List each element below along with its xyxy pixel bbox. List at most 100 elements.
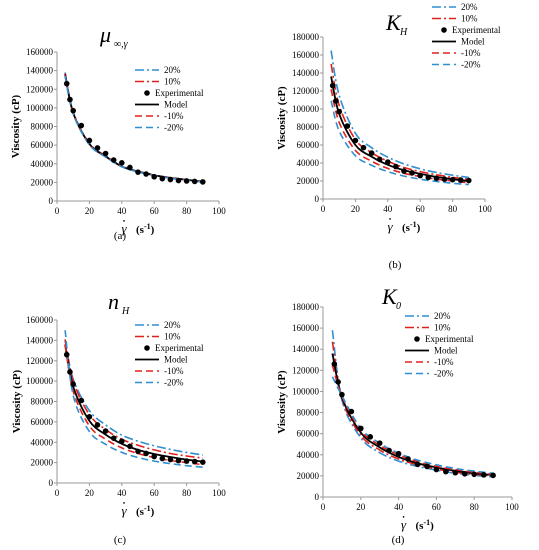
experimental-point xyxy=(167,456,174,463)
series-line-Model xyxy=(331,353,494,476)
experimental-point xyxy=(352,137,359,144)
series-line-minus20pct xyxy=(330,100,469,186)
experimental-point xyxy=(395,450,402,457)
y-tick-label: 120000 xyxy=(26,84,54,94)
x-tick-label: 80 xyxy=(182,488,192,498)
legend-label: -20% xyxy=(164,378,184,388)
experimental-point xyxy=(200,459,206,465)
y-tick-label: 80000 xyxy=(31,397,54,407)
legend-label: Model xyxy=(461,37,485,47)
experimental-point xyxy=(70,107,76,114)
experimental-point xyxy=(143,171,149,177)
series-line-10pct xyxy=(331,341,494,477)
legend-label: 20% xyxy=(164,320,181,330)
legend-label: 20% xyxy=(461,2,478,12)
y-tick-label: 180000 xyxy=(292,302,320,312)
experimental-point xyxy=(63,351,70,358)
experimental-point xyxy=(200,179,206,185)
y-axis-label: Viscosity (cP) xyxy=(276,86,288,150)
x-tick-label: 0 xyxy=(321,204,326,214)
y-tick-label: 20000 xyxy=(31,458,54,468)
experimental-point xyxy=(348,408,355,415)
series-line-20pct xyxy=(331,330,494,478)
experimental-point xyxy=(441,176,448,182)
experimental-point xyxy=(433,175,440,182)
x-tick-label: 60 xyxy=(150,488,160,498)
series-line-minus10pct xyxy=(330,89,469,184)
y-tick-label: 20000 xyxy=(297,471,320,481)
y-tick-label: 120000 xyxy=(292,86,320,96)
legend-label: -10% xyxy=(434,357,454,367)
x-axis-dot: • xyxy=(123,501,125,507)
y-tick-label: 120000 xyxy=(26,356,54,366)
y-tick-label: 60000 xyxy=(31,140,54,150)
experimental-point xyxy=(457,177,464,183)
experimental-point xyxy=(102,428,109,434)
experimental-point xyxy=(393,163,399,170)
experimental-point xyxy=(367,434,374,440)
x-tick-label: 80 xyxy=(470,502,480,512)
x-tick-label: 40 xyxy=(117,206,127,216)
panel-label: (c) xyxy=(114,534,127,546)
experimental-point xyxy=(376,156,383,163)
y-axis-label: Viscosity (cP) xyxy=(11,369,23,433)
x-axis-unit: (s-1) xyxy=(136,504,155,518)
experimental-point xyxy=(471,471,478,478)
legend-label: -20% xyxy=(164,123,184,133)
experimental-point xyxy=(110,435,117,441)
experimental-point xyxy=(417,172,424,179)
legend-label: -20% xyxy=(434,369,454,379)
experimental-point xyxy=(94,145,101,151)
y-tick-label: 0 xyxy=(315,492,320,502)
x-tick-label: 0 xyxy=(55,206,60,216)
y-tick-label: 0 xyxy=(315,194,320,204)
y-tick-label: 140000 xyxy=(26,66,54,76)
x-tick-label: 20 xyxy=(85,488,95,498)
experimental-point xyxy=(86,137,93,144)
experimental-point xyxy=(414,461,421,468)
legend: 20% 10%Experimental Model-10% -20% xyxy=(432,2,501,70)
experimental-point xyxy=(425,174,432,181)
x-tick-label: 0 xyxy=(55,488,60,498)
x-axis-symbol: γ xyxy=(121,221,127,236)
x-tick-label: 80 xyxy=(182,206,192,216)
legend-label: Experimental xyxy=(155,88,204,98)
experimental-point xyxy=(336,108,343,115)
experimental-point xyxy=(191,458,198,465)
y-tick-label: 100000 xyxy=(292,386,320,396)
y-tick-label: 180000 xyxy=(292,32,320,42)
experimental-point xyxy=(127,443,133,450)
chart-title-subscript: H xyxy=(399,27,408,38)
experimental-point xyxy=(119,438,125,445)
experimental-point xyxy=(67,96,73,103)
chart-title-symbol: μ xyxy=(99,22,111,47)
panel-label: (a) xyxy=(114,230,127,242)
series-line-minus10pct xyxy=(331,364,494,476)
y-tick-label: 100000 xyxy=(26,376,54,386)
series-line-20pct xyxy=(330,50,469,179)
y-tick-label: 140000 xyxy=(26,335,54,345)
experimental-point xyxy=(449,176,456,183)
experimental-point xyxy=(433,466,440,473)
series-line-minus20pct xyxy=(64,330,203,468)
y-tick-label: 160000 xyxy=(292,323,320,333)
experimental-point xyxy=(110,157,117,163)
y-tick-label: 120000 xyxy=(292,365,320,375)
y-tick-label: 160000 xyxy=(292,50,320,60)
y-tick-label: 40000 xyxy=(297,450,320,460)
experimental-point xyxy=(159,455,166,462)
x-axis-unit: (s-1) xyxy=(402,220,421,234)
experimental-point xyxy=(70,381,76,387)
experimental-point xyxy=(335,379,341,385)
y-axis-label: Viscosity (cP) xyxy=(10,94,22,158)
y-tick-label: 0 xyxy=(49,196,54,206)
chart-title-subscript: ∞,γ xyxy=(114,39,129,50)
experimental-point xyxy=(135,448,141,455)
legend-label: -10% xyxy=(164,111,184,121)
legend-label: Experimental xyxy=(155,343,204,353)
x-tick-label: 0 xyxy=(321,502,326,512)
legend-marker-experimental xyxy=(144,90,150,96)
y-tick-label: 40000 xyxy=(297,158,320,168)
y-tick-label: 140000 xyxy=(292,68,320,78)
